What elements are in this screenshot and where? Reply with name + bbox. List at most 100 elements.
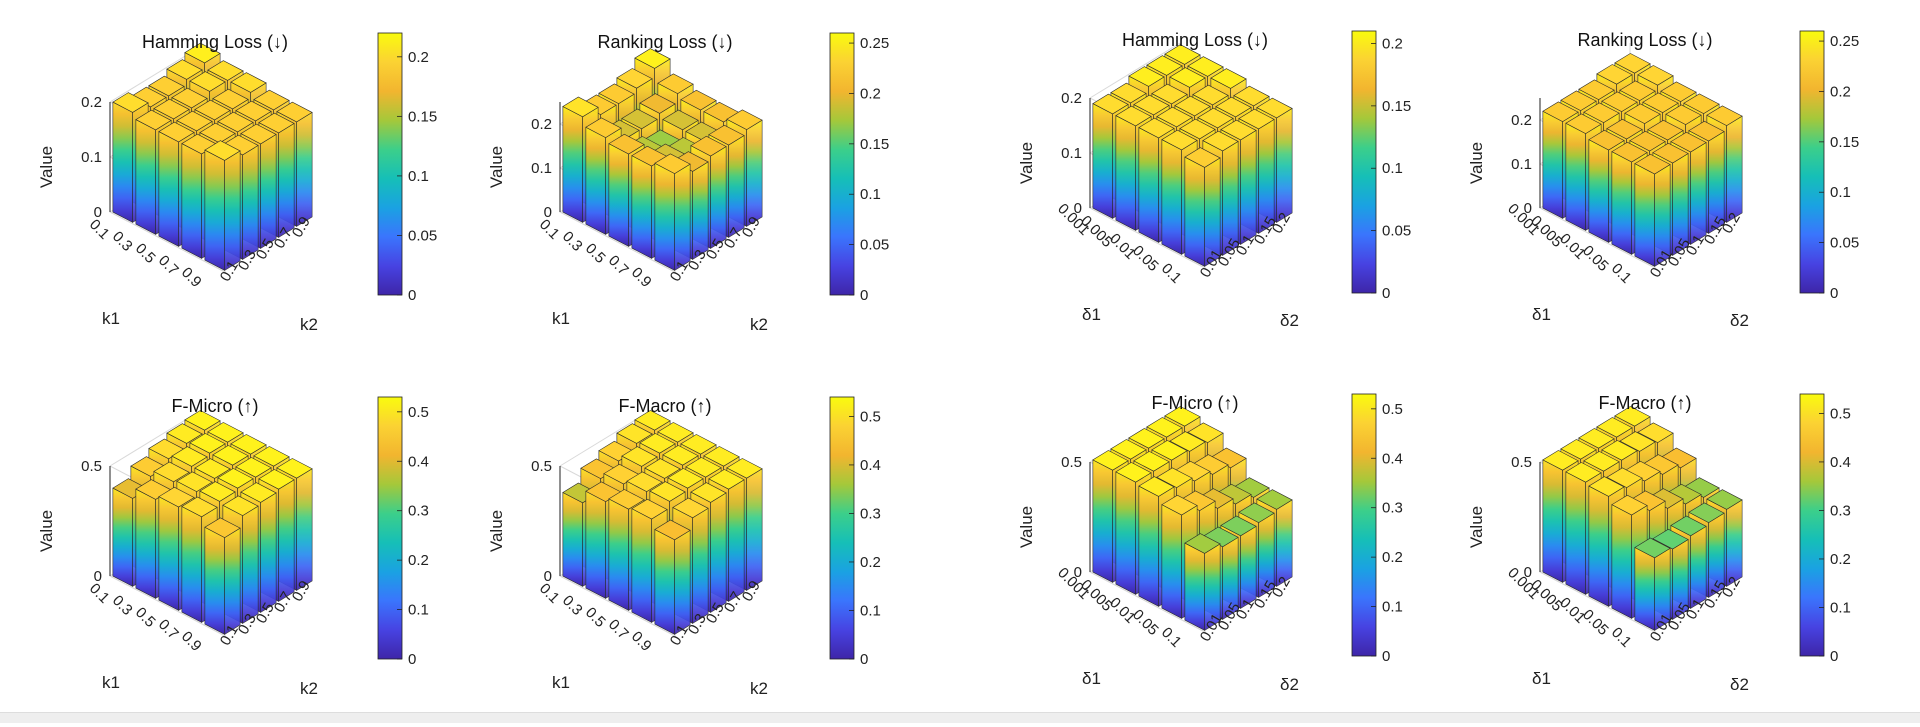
colorbar-tick-label: 0.05 xyxy=(1830,235,1859,252)
x-tick-label: 0.1 xyxy=(86,216,113,243)
z-tick-label: 0 xyxy=(1074,200,1082,217)
colorbar-tick-label: 0.1 xyxy=(860,602,881,619)
colorbar-tick-label: 0.4 xyxy=(860,457,881,474)
bars xyxy=(1542,53,1743,267)
z-axis-label: Value xyxy=(1017,142,1036,184)
x-tick-label: 0.5 xyxy=(132,240,159,267)
z-axis-label: Value xyxy=(487,510,506,552)
colorbar-tick-label: 0.5 xyxy=(860,408,881,425)
x-tick-label: 0.3 xyxy=(109,228,136,255)
x-tick-label: 0.1 xyxy=(1608,260,1635,287)
colorbar-tick-label: 0 xyxy=(860,651,868,668)
chart-title: F-Micro (↑) xyxy=(172,396,259,416)
colorbar-tick-label: 0.1 xyxy=(1382,599,1403,616)
colorbar-tick-label: 0.25 xyxy=(1830,33,1859,50)
y-axis-label: δ2 xyxy=(1730,311,1749,330)
x-tick-label: 0.9 xyxy=(178,264,205,291)
x-axis-label: δ1 xyxy=(1082,669,1101,688)
z-tick-label: 0.2 xyxy=(1061,90,1082,107)
bar-0.9-0.1 xyxy=(654,153,691,271)
z-axis-label: Value xyxy=(1467,506,1486,548)
colorbar: 0 0.05 0.1 0.15 0.2 xyxy=(1351,30,1411,302)
x-tick-label: 0.7 xyxy=(155,252,182,279)
x-axis-label: δ1 xyxy=(1532,305,1551,324)
colorbar-tick-label: 0.25 xyxy=(860,35,889,52)
colorbar-tick-label: 0 xyxy=(1830,285,1838,302)
z-tick-label: 0.5 xyxy=(1511,454,1532,471)
colorbar-tick-label: 0.1 xyxy=(1830,599,1851,616)
colorbar-tick-label: 0.2 xyxy=(860,85,881,102)
z-tick-label: 0 xyxy=(1524,200,1532,217)
colorbar: 0 0.1 0.2 0.3 0.4 0.5 xyxy=(829,396,881,668)
x-tick-label: 0.5 xyxy=(582,604,609,631)
colorbar-tick-label: 0 xyxy=(1382,285,1390,302)
colorbar-tick-label: 0 xyxy=(1830,648,1838,665)
x-tick-label: 0.1 xyxy=(1158,260,1185,287)
bar-0.1-0.01 xyxy=(1184,147,1221,267)
colorbar-tick-label: 0.2 xyxy=(1830,551,1851,568)
colorbar-tick-label: 0 xyxy=(408,287,416,304)
y-axis-label: δ2 xyxy=(1280,675,1299,694)
bar-0.1-0.01 xyxy=(1634,537,1671,631)
x-tick-label: 0.1 xyxy=(536,216,563,243)
colorbar-tick-label: 0.15 xyxy=(1382,98,1411,115)
colorbar-tick-label: 0.1 xyxy=(1830,184,1851,201)
z-tick-label: 0.1 xyxy=(531,160,552,177)
bottom-bar xyxy=(0,712,1920,723)
bars xyxy=(562,410,763,635)
bars xyxy=(112,42,313,271)
x-tick-label: 0.3 xyxy=(559,592,586,619)
x-tick-label: 0.1 xyxy=(536,580,563,607)
chart-title: F-Macro (↑) xyxy=(1599,393,1692,413)
bar-0.1-0.01 xyxy=(1184,533,1221,631)
colorbar-tick-label: 0.4 xyxy=(408,453,429,470)
y-axis-label: δ2 xyxy=(1280,311,1299,330)
colorbar-tick-label: 0.05 xyxy=(1382,223,1411,240)
z-tick-label: 0.5 xyxy=(81,458,102,475)
y-axis-label: k2 xyxy=(750,679,768,698)
z-tick-label: 0 xyxy=(544,568,552,585)
z-tick-label: 0.1 xyxy=(1061,145,1082,162)
chart-title: Ranking Loss (↓) xyxy=(1577,30,1712,50)
colorbar-tick-label: 0.4 xyxy=(1830,454,1851,471)
x-tick-label: 0.3 xyxy=(559,228,586,255)
colorbar: 0 0.05 0.1 0.15 0.2 0.25 xyxy=(1799,30,1859,302)
colorbar-tick-label: 0.2 xyxy=(408,552,429,569)
colorbar-tick-label: 0.5 xyxy=(408,404,429,421)
x-tick-label: 0.5 xyxy=(582,240,609,267)
y-axis-label: k2 xyxy=(300,679,318,698)
z-tick-label: 0.1 xyxy=(1511,156,1532,173)
z-tick-label: 0 xyxy=(94,568,102,585)
colorbar-tick-label: 0 xyxy=(860,287,868,304)
chart-panel-1: 00.10.20.10.30.50.70.9 0.10.30.50.70.9k1 k… xyxy=(37,32,437,334)
colorbar: 0 0.1 0.2 0.3 0.4 0.5 xyxy=(1351,393,1403,665)
x-axis-label: k1 xyxy=(552,673,570,692)
colorbar-tick-label: 0.2 xyxy=(860,554,881,571)
bar-0.9-0.1 xyxy=(204,140,241,271)
z-tick-label: 0 xyxy=(1074,564,1082,581)
colorbar-tick-label: 0.1 xyxy=(408,168,429,185)
colorbar-tick-label: 0.1 xyxy=(408,602,429,619)
x-tick-label: 0.1 xyxy=(86,580,113,607)
bar-0.9-0.1 xyxy=(654,519,691,635)
colorbar-tick-label: 0.4 xyxy=(1382,450,1403,467)
colorbar-tick-label: 0.2 xyxy=(1382,35,1403,52)
chart-panel-6: 00.50.10.30.50.70.9 0.10.30.50.70.9k1 k2Va… xyxy=(487,396,881,698)
colorbar-tick-label: 0 xyxy=(408,651,416,668)
bars xyxy=(1092,406,1293,631)
x-axis-label: k1 xyxy=(102,309,120,328)
z-tick-label: 0.5 xyxy=(531,458,552,475)
z-axis-label: Value xyxy=(487,146,506,188)
colorbar-tick-label: 0.15 xyxy=(860,136,889,153)
colorbar-tick-label: 0.2 xyxy=(408,49,429,66)
x-tick-label: 0.9 xyxy=(628,264,655,291)
colorbar-tick-label: 0.3 xyxy=(1830,502,1851,519)
colorbar: 0 0.05 0.1 0.15 0.2 xyxy=(377,32,437,304)
y-axis-label: k2 xyxy=(300,315,318,334)
x-axis-label: δ1 xyxy=(1532,669,1551,688)
chart-title: Hamming Loss (↓) xyxy=(142,32,288,52)
z-tick-label: 0 xyxy=(94,204,102,221)
